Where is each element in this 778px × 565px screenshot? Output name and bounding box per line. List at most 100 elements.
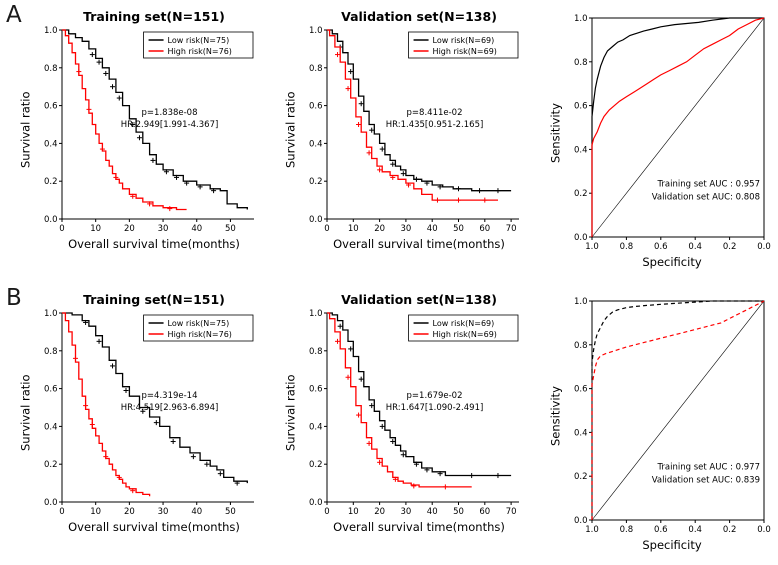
svg-text:1.0: 1.0 <box>309 26 323 36</box>
km-plot-validation-a: 0.0 0.2 0.4 0.6 0.8 1.0 0 10 20 30 40 50 60 70 Low ris… <box>309 26 519 234</box>
svg-text:0.0: 0.0 <box>757 242 771 252</box>
svg-text:50: 50 <box>225 224 236 234</box>
svg-text:40: 40 <box>191 507 202 517</box>
svg-text:0.2: 0.2 <box>574 472 588 482</box>
panel-km-training-b: Training set(N=151) Survival ratio 0.0 0.… <box>18 283 270 534</box>
svg-text:20: 20 <box>124 224 135 234</box>
svg-text:0.4: 0.4 <box>309 139 323 149</box>
svg-text:0.6: 0.6 <box>44 102 58 112</box>
svg-text:0.0: 0.0 <box>309 498 323 508</box>
legend-label: High risk(N=76) <box>168 47 232 56</box>
svg-text:40: 40 <box>427 507 438 517</box>
svg-text:40: 40 <box>191 224 202 234</box>
plot-body: Sensitivity 0.0 0.2 0.4 0.6 0.8 1.0 1.0 0.8 0.6 0… <box>548 295 776 537</box>
svg-text:1.0: 1.0 <box>574 297 588 307</box>
x-axis-label: Overall survival time(months) <box>333 520 505 534</box>
panel-title: Validation set(N=138) <box>341 9 497 24</box>
stats-text: p=1.679e-02 <box>407 391 463 401</box>
legend-box <box>143 31 254 59</box>
svg-text:0.4: 0.4 <box>688 242 702 252</box>
km-plot-validation-b: 0.0 0.2 0.4 0.6 0.8 1.0 0 10 20 30 40 50 60 70 Low ris… <box>309 309 519 517</box>
svg-text:0.4: 0.4 <box>44 139 58 149</box>
y-axis-label: Survival ratio <box>283 374 298 452</box>
stats-text: p=8.411e-02 <box>407 108 463 118</box>
svg-text:0.6: 0.6 <box>44 385 58 395</box>
svg-text:0.8: 0.8 <box>44 64 58 74</box>
plot-body: Survival ratio 0.0 0.2 0.4 0.6 0.8 1.0 0 10 20 30… <box>283 24 535 236</box>
svg-text:60: 60 <box>479 507 490 517</box>
svg-text:0: 0 <box>324 507 329 517</box>
auc-annotation: Validation set AUC: 0.839 <box>652 476 760 486</box>
stats-text: HR:1.647[1.090-2.491] <box>386 403 484 413</box>
stats-text: p=4.319e-14 <box>142 391 198 401</box>
svg-text:0.0: 0.0 <box>574 233 588 243</box>
y-axis-label: Sensitivity <box>548 386 563 446</box>
plot-body: Survival ratio 0.0 0.2 0.4 0.6 0.8 1.0 0 10 20 30… <box>18 307 270 519</box>
svg-text:40: 40 <box>427 224 438 234</box>
plot-body: Sensitivity 0.0 0.2 0.4 0.6 0.8 1.0 1.0 0.8 0.6 0… <box>548 12 776 254</box>
svg-text:0.0: 0.0 <box>44 215 58 225</box>
x-axis-label: Overall survival time(months) <box>68 237 240 251</box>
panel-title: Validation set(N=138) <box>341 292 497 307</box>
svg-text:30: 30 <box>158 507 169 517</box>
km-curve-low-risk <box>327 29 512 192</box>
svg-text:0.6: 0.6 <box>654 242 668 252</box>
svg-text:0.4: 0.4 <box>44 422 58 432</box>
legend-label: Low risk(N=69) <box>433 36 495 45</box>
svg-text:0.6: 0.6 <box>309 102 323 112</box>
svg-text:1.0: 1.0 <box>585 525 599 535</box>
auc-annotation: Training set AUC : 0.977 <box>656 463 760 473</box>
panel-title: Training set(N=151) <box>83 9 225 24</box>
km-curve-high-risk <box>62 29 187 211</box>
row-label-a: A <box>6 2 22 28</box>
svg-text:0.2: 0.2 <box>723 242 737 252</box>
roc-curve-validation <box>591 300 765 520</box>
x-axis-label: Specificity <box>642 538 702 552</box>
reference-diagonal <box>591 17 765 238</box>
figure-row-a: A Training set(N=151) Survival ratio 0.0… <box>0 0 778 282</box>
svg-text:1.0: 1.0 <box>574 14 588 24</box>
svg-text:0.4: 0.4 <box>574 145 588 155</box>
svg-text:60: 60 <box>479 224 490 234</box>
svg-text:0.2: 0.2 <box>723 525 737 535</box>
y-axis-label: Survival ratio <box>283 91 298 169</box>
svg-text:70: 70 <box>506 224 517 234</box>
svg-text:10: 10 <box>90 507 101 517</box>
roc-curve-training <box>591 17 764 237</box>
svg-text:0: 0 <box>59 224 64 234</box>
stats-text: HR:4.519[2.963-6.894] <box>121 403 219 413</box>
legend-label: Low risk(N=69) <box>433 319 495 328</box>
svg-text:50: 50 <box>453 224 464 234</box>
svg-text:1.0: 1.0 <box>44 309 58 319</box>
svg-text:0.2: 0.2 <box>44 177 58 187</box>
roc-plot-b: 0.0 0.2 0.4 0.6 0.8 1.0 1.0 0.8 0.6 0.4 0.2 0.0 Trai… <box>574 297 771 535</box>
svg-text:1.0: 1.0 <box>309 309 323 319</box>
row-label-b: B <box>6 285 22 311</box>
stats-text: HR:2.949[1.991-4.367] <box>121 120 219 130</box>
panel-roc-a: Sensitivity 0.0 0.2 0.4 0.6 0.8 1.0 1.0 0.8 0.6 0… <box>548 0 776 269</box>
svg-text:0.0: 0.0 <box>757 525 771 535</box>
km-curve-high-risk <box>327 29 498 201</box>
svg-text:50: 50 <box>225 507 236 517</box>
y-axis-label: Survival ratio <box>18 374 33 452</box>
figure-row-b: B Training set(N=151) Survival ratio 0.0… <box>0 283 778 565</box>
svg-text:0.2: 0.2 <box>309 460 323 470</box>
legend-label: Low risk(N=75) <box>168 36 230 45</box>
svg-text:0.2: 0.2 <box>44 460 58 470</box>
svg-text:10: 10 <box>90 224 101 234</box>
legend-label: Low risk(N=75) <box>168 319 230 328</box>
svg-text:0.6: 0.6 <box>574 385 588 395</box>
svg-text:1.0: 1.0 <box>44 26 58 36</box>
svg-text:20: 20 <box>124 507 135 517</box>
svg-text:30: 30 <box>158 224 169 234</box>
legend-label: High risk(N=76) <box>168 330 232 339</box>
km-curve-low-risk <box>327 312 512 477</box>
svg-text:0.8: 0.8 <box>309 64 323 74</box>
svg-text:0.6: 0.6 <box>309 385 323 395</box>
svg-text:0: 0 <box>59 507 64 517</box>
svg-text:0.8: 0.8 <box>574 58 588 68</box>
legend-label: High risk(N=69) <box>433 330 497 339</box>
svg-text:20: 20 <box>374 224 385 234</box>
svg-text:0.4: 0.4 <box>574 428 588 438</box>
